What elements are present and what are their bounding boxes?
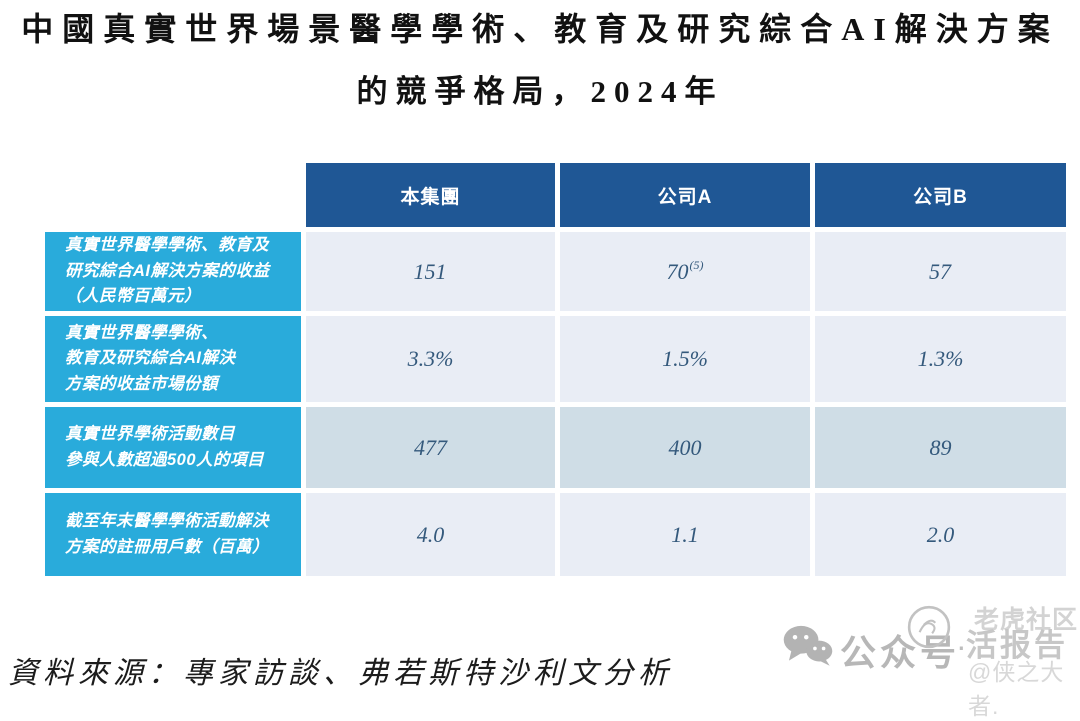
table-corner-cell [45, 163, 301, 227]
author-handle-watermark: @侠之大者. [968, 659, 1065, 719]
value-share-company-a: 1.5% [560, 316, 810, 402]
separator-dot: · [956, 628, 967, 664]
account-logo-icon [907, 605, 951, 649]
title-line-2: 的競爭格局，2024年 [356, 74, 724, 110]
column-header-group: 本集團 [306, 163, 555, 227]
value-text: 3.3% [407, 346, 454, 371]
value-text: 57 [929, 258, 951, 284]
column-header-company-b: 公司B [815, 163, 1066, 227]
value-text: 1.3% [917, 346, 964, 371]
row-label-revenue: 真實世界醫學學術、教育及 研究綜合AI解決方案的收益 （人民幣百萬元） [45, 232, 301, 311]
report-watermark: 活报告 [966, 628, 1068, 663]
source-note: 資料來源：專家訪談、弗若斯特沙利文分析 [8, 657, 673, 690]
value-activities-group: 477 [306, 407, 555, 488]
row-label-market-share: 真實世界醫學學術、 教育及研究綜合AI解決 方案的收益市場份額 [45, 316, 301, 402]
watermark-text-block: 老虎社区 活报告 @侠之大者. [966, 598, 1080, 719]
value-users-company-b: 2.0 [815, 493, 1066, 576]
value-text: 151 [413, 258, 447, 284]
value-activities-company-b: 89 [815, 407, 1066, 488]
value-text: 1.5% [662, 346, 708, 371]
wechat-icon [783, 625, 833, 666]
watermark: 公众号 · 老虎社区 活报告 @侠之大者. [760, 598, 1080, 719]
value-text: 477 [414, 434, 447, 460]
competitive-landscape-table: 本集團 公司A 公司B 真實世界醫學學術、教育及 研究綜合AI解決方案的收益 （… [45, 163, 1066, 576]
value-revenue-group: 151 [306, 232, 555, 311]
value-activities-company-a: 400 [560, 407, 810, 488]
value-revenue-company-a: 70 (5) [560, 232, 810, 311]
column-header-company-a: 公司A [560, 163, 810, 227]
official-account-label: 公众号 [840, 632, 961, 673]
row-label-activities: 真實世界學術活動數目 參與人數超過500人的項目 [45, 407, 301, 488]
title-line-1: 中國真實世界場景醫學學術、教育及研究綜合AI解決方案 [21, 11, 1059, 47]
value-text: 89 [929, 434, 952, 460]
row-label-registered-users: 截至年末醫學學術活動解決 方案的註冊用戶數（百萬） [45, 493, 301, 576]
value-revenue-company-b: 57 [815, 232, 1066, 311]
community-watermark: 老虎社区 [974, 606, 1079, 634]
value-text: 400 [668, 434, 702, 460]
value-share-company-b: 1.3% [815, 316, 1066, 402]
value-users-group: 4.0 [306, 493, 555, 576]
chart-title: 中國真實世界場景醫學學術、教育及研究綜合AI解決方案 的競爭格局，2024年 [0, 10, 1080, 111]
value-text: 70 [666, 258, 689, 284]
value-text: 1.1 [671, 521, 699, 547]
value-text: 4.0 [416, 521, 445, 547]
value-users-company-a: 1.1 [560, 493, 810, 576]
value-text: 2.0 [926, 521, 955, 547]
value-share-group: 3.3% [306, 316, 555, 402]
